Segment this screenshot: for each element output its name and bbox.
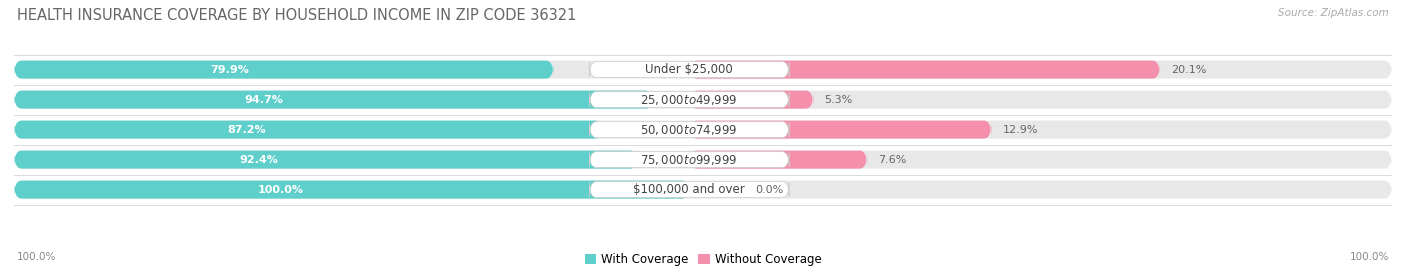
- Text: 20.1%: 20.1%: [1171, 65, 1206, 75]
- FancyBboxPatch shape: [589, 182, 789, 198]
- FancyBboxPatch shape: [14, 60, 1392, 79]
- Text: Under $25,000: Under $25,000: [645, 63, 733, 76]
- Text: 100.0%: 100.0%: [257, 185, 304, 195]
- Text: 100.0%: 100.0%: [17, 252, 56, 262]
- Text: 7.6%: 7.6%: [879, 155, 907, 165]
- FancyBboxPatch shape: [14, 151, 638, 168]
- FancyBboxPatch shape: [589, 152, 789, 167]
- FancyBboxPatch shape: [689, 91, 813, 109]
- FancyBboxPatch shape: [14, 121, 1392, 139]
- Text: 94.7%: 94.7%: [245, 94, 284, 104]
- FancyBboxPatch shape: [14, 60, 554, 79]
- FancyBboxPatch shape: [589, 92, 789, 107]
- Text: 5.3%: 5.3%: [824, 94, 852, 104]
- FancyBboxPatch shape: [14, 181, 689, 199]
- FancyBboxPatch shape: [589, 122, 789, 137]
- FancyBboxPatch shape: [14, 91, 654, 109]
- Text: 0.0%: 0.0%: [755, 185, 783, 195]
- FancyBboxPatch shape: [14, 181, 1392, 199]
- Text: HEALTH INSURANCE COVERAGE BY HOUSEHOLD INCOME IN ZIP CODE 36321: HEALTH INSURANCE COVERAGE BY HOUSEHOLD I…: [17, 8, 576, 23]
- Legend: With Coverage, Without Coverage: With Coverage, Without Coverage: [585, 253, 821, 266]
- Text: $75,000 to $99,999: $75,000 to $99,999: [641, 153, 738, 167]
- Text: $25,000 to $49,999: $25,000 to $49,999: [641, 93, 738, 107]
- Text: 87.2%: 87.2%: [226, 124, 266, 135]
- FancyBboxPatch shape: [14, 151, 1392, 168]
- FancyBboxPatch shape: [14, 91, 1392, 109]
- FancyBboxPatch shape: [589, 62, 789, 77]
- FancyBboxPatch shape: [689, 60, 1160, 79]
- FancyBboxPatch shape: [14, 121, 603, 139]
- FancyBboxPatch shape: [689, 151, 868, 168]
- Text: 92.4%: 92.4%: [239, 155, 278, 165]
- FancyBboxPatch shape: [689, 121, 991, 139]
- Text: $100,000 and over: $100,000 and over: [633, 183, 745, 196]
- Text: 79.9%: 79.9%: [209, 65, 249, 75]
- Text: 12.9%: 12.9%: [1002, 124, 1038, 135]
- Text: 100.0%: 100.0%: [1350, 252, 1389, 262]
- Text: $50,000 to $74,999: $50,000 to $74,999: [641, 123, 738, 137]
- Text: Source: ZipAtlas.com: Source: ZipAtlas.com: [1278, 8, 1389, 18]
